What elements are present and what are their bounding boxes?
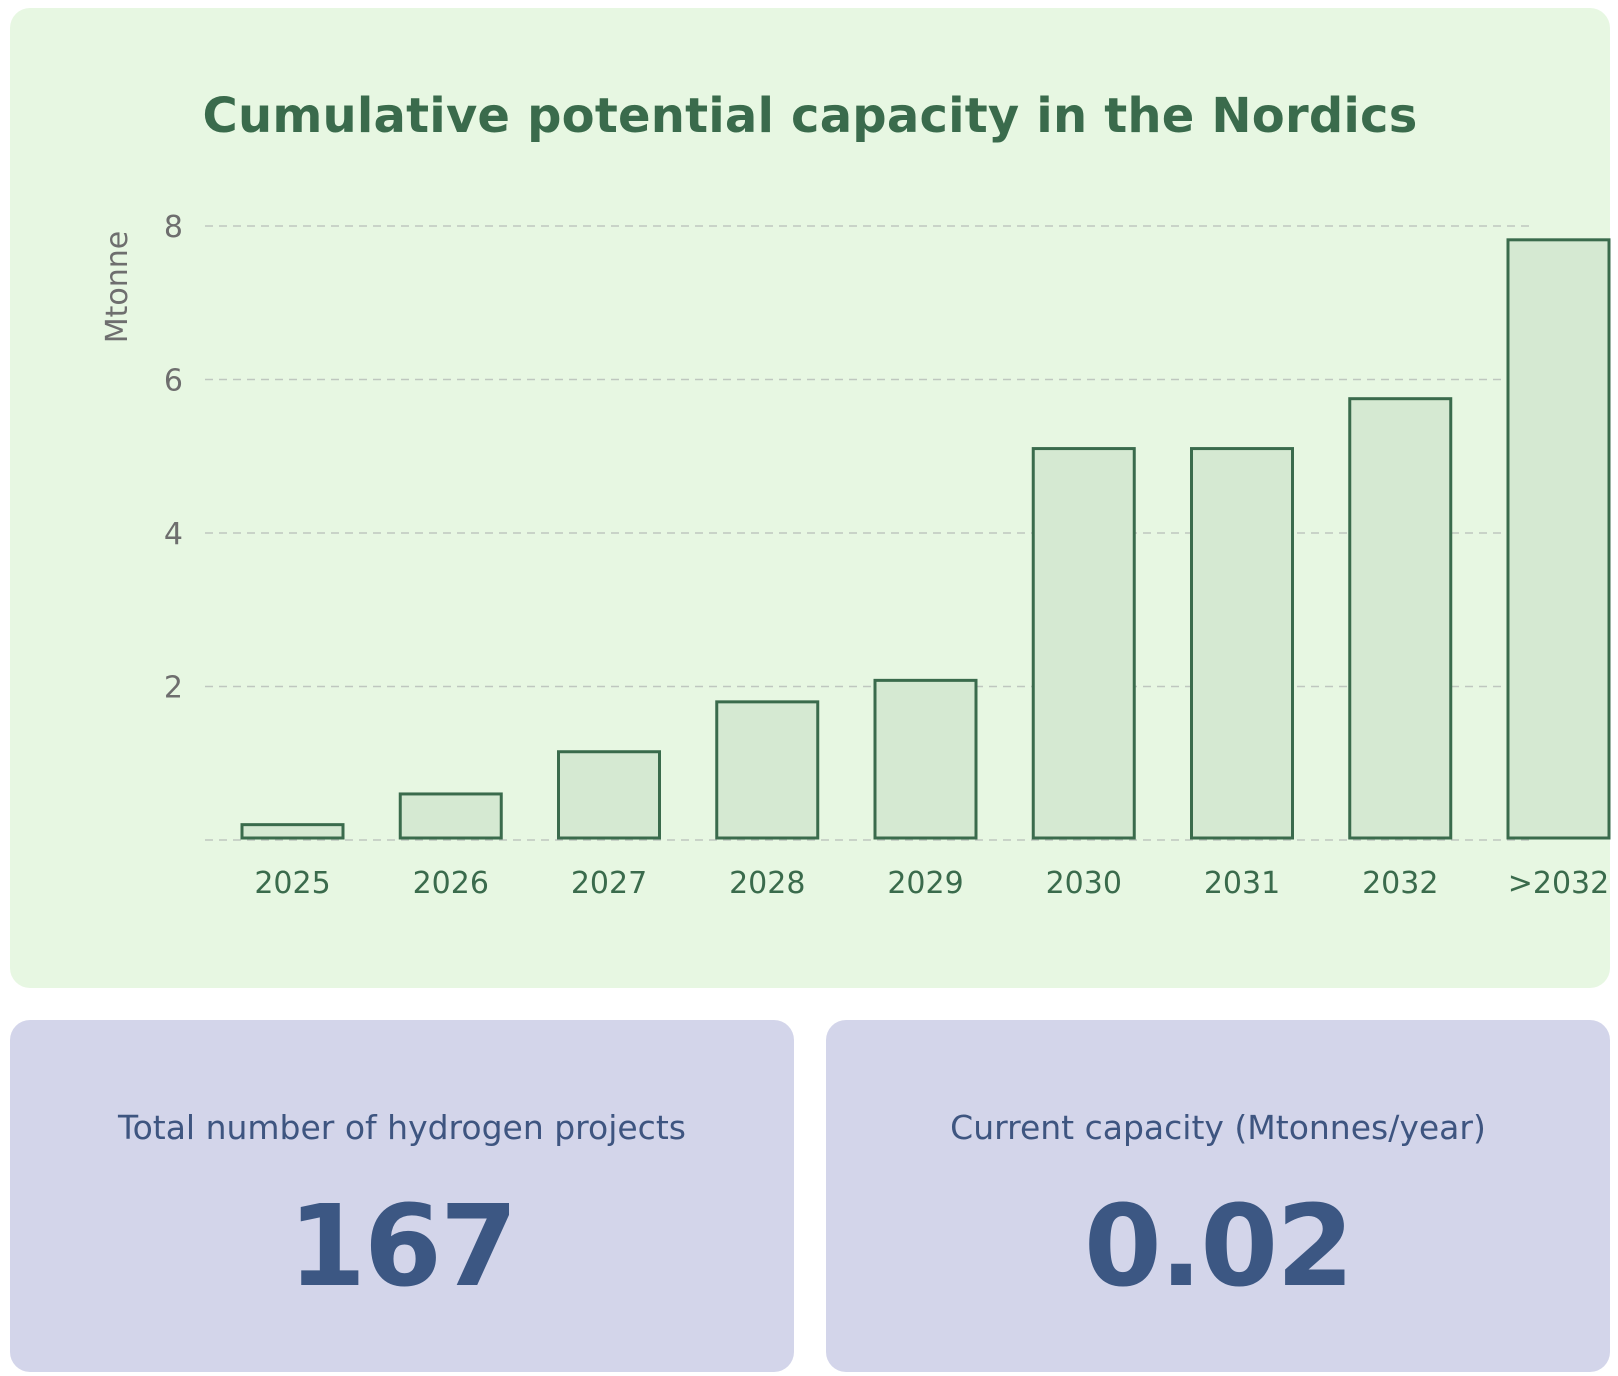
x-tick-label: 2025 [254,866,330,901]
total-projects-card: Total number of hydrogen projects 167 [10,1020,794,1372]
bar [1506,238,1611,840]
bar [557,750,661,840]
bar [873,678,978,840]
bar [1031,447,1136,840]
x-tick-label: 2032 [1362,866,1438,901]
bar [1190,447,1294,840]
y-tick-label: 6 [164,364,183,399]
y-tick-label: 4 [164,517,183,552]
x-tick-label: 2031 [1204,866,1280,901]
x-tick-label: 2029 [887,866,963,901]
x-tick-label: 2026 [413,866,489,901]
total-projects-label: Total number of hydrogen projects [118,1108,686,1147]
bar [398,792,503,840]
bar-chart: 2 4 6 8 Mtonne 2025 2026 2027 2028 2029 2030 2031 20… [100,210,1611,901]
bar [240,823,345,840]
bar [715,700,820,840]
x-tick-label: 2027 [571,866,647,901]
current-capacity-value: 0.02 [1083,1182,1354,1312]
x-tick-label: >2032 [1508,866,1609,901]
x-tick-label: 2028 [729,866,805,901]
y-tick-label: 8 [164,210,183,245]
y-axis-label: Mtonne [100,231,135,344]
bar [1348,397,1453,840]
y-tick-label: 2 [164,671,183,706]
x-tick-label: 2030 [1046,866,1122,901]
chart-title: Cumulative potential capacity in the Nor… [202,88,1418,144]
current-capacity-label: Current capacity (Mtonnes/year) [950,1108,1486,1147]
current-capacity-card: Current capacity (Mtonnes/year) 0.02 [826,1020,1610,1372]
total-projects-value: 167 [288,1182,518,1312]
